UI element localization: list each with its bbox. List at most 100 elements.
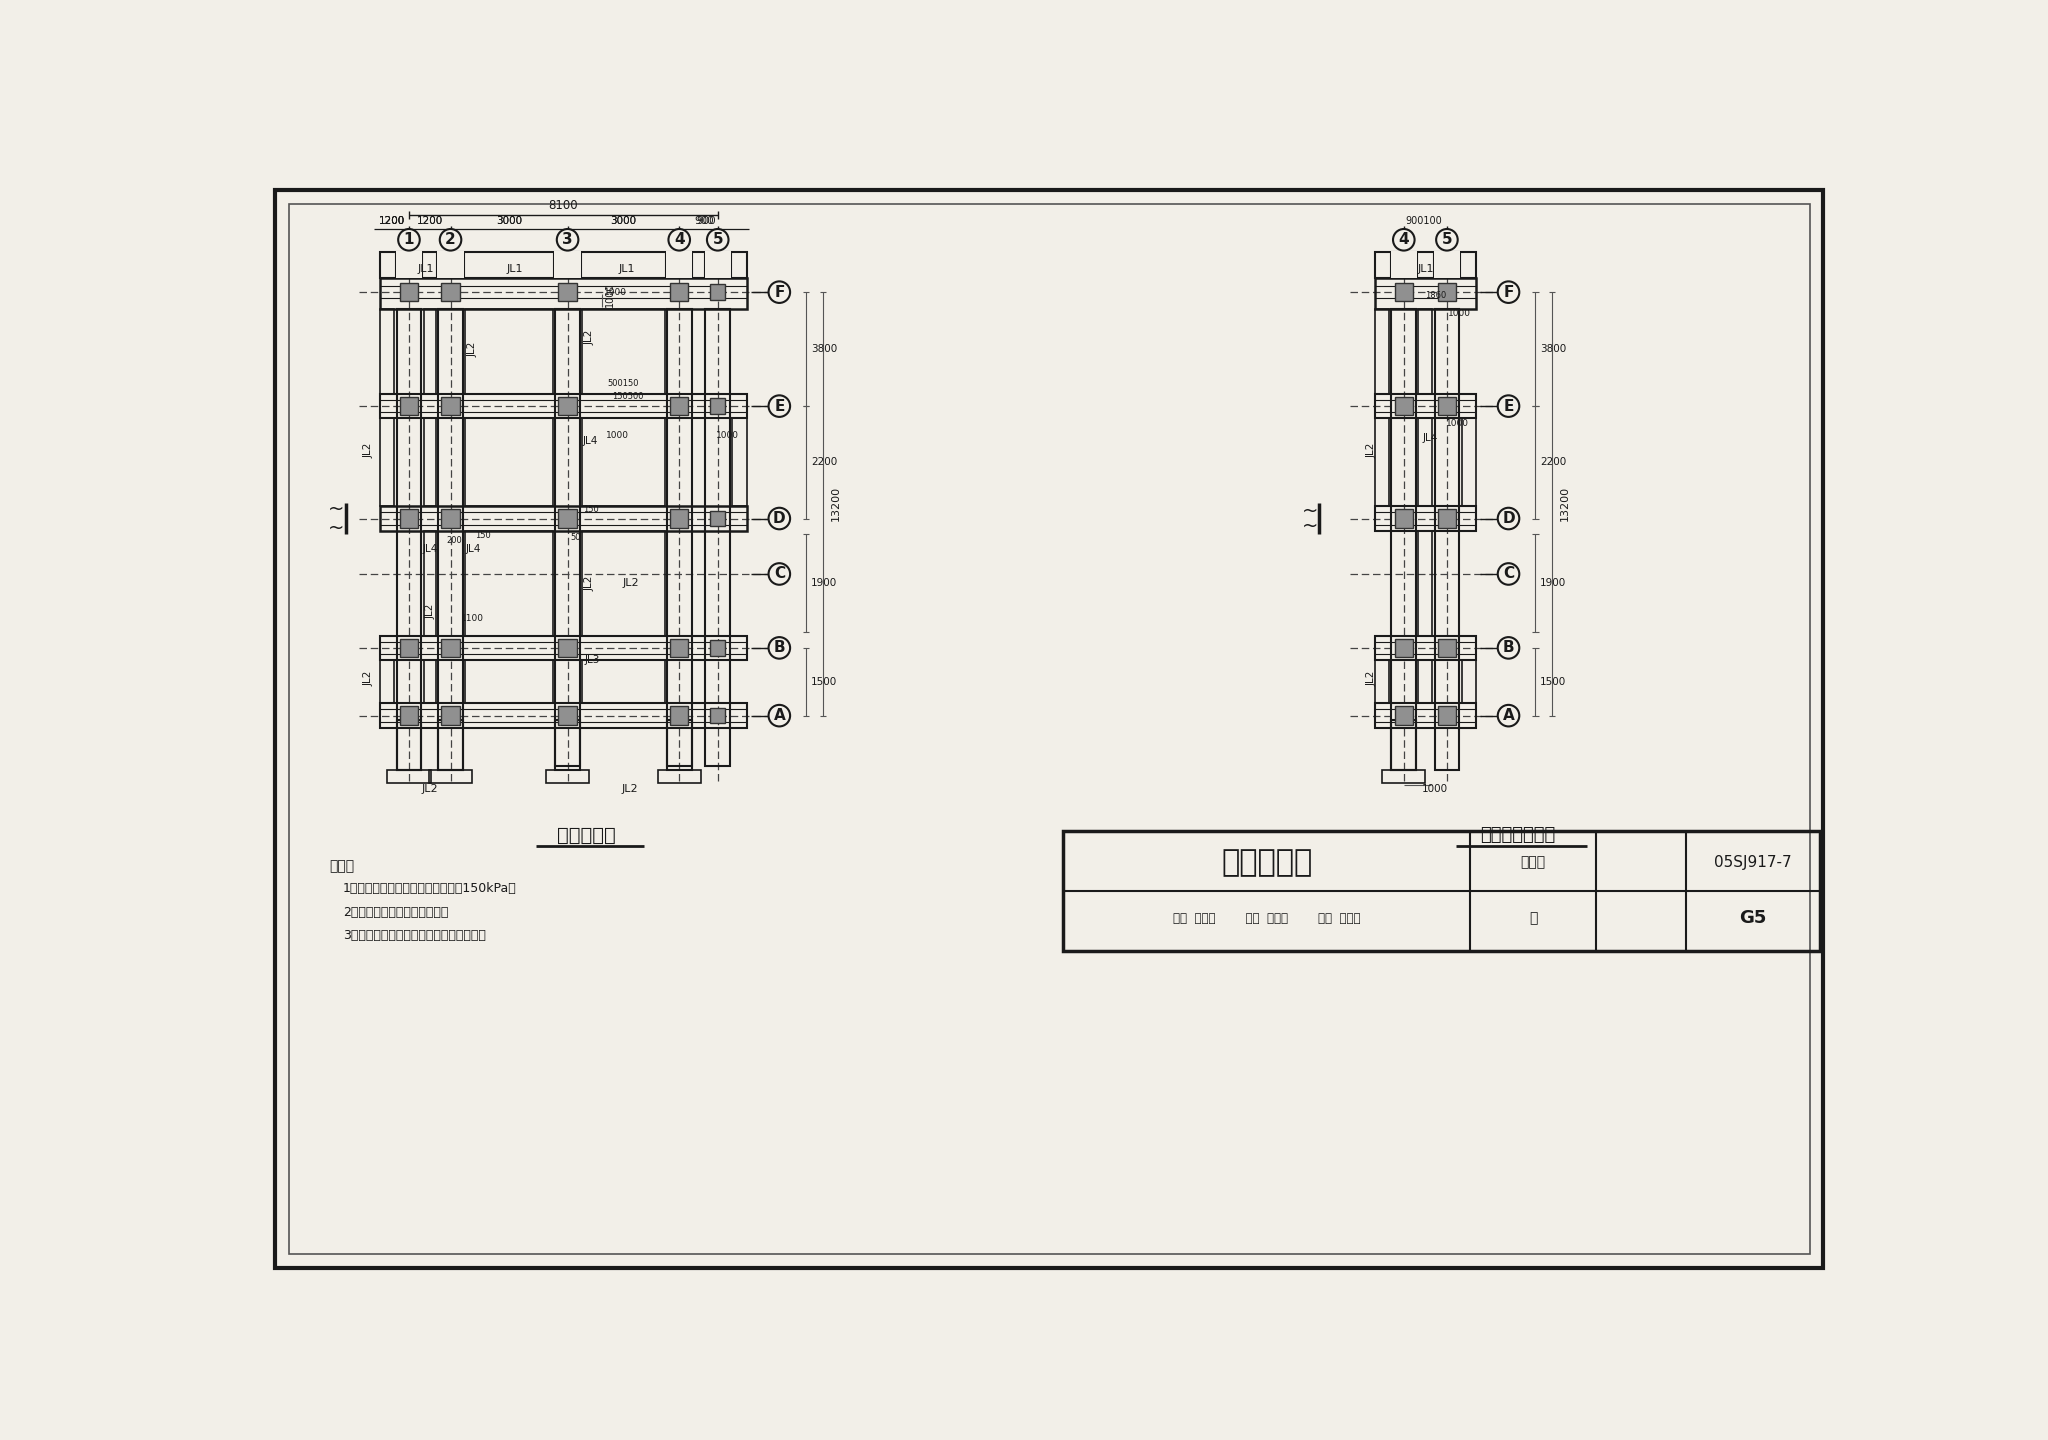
Text: JL4: JL4 bbox=[422, 544, 438, 554]
Bar bbox=[555, 720, 580, 769]
Bar bbox=[440, 707, 461, 724]
Text: D: D bbox=[772, 511, 786, 526]
Text: JL2: JL2 bbox=[584, 330, 594, 346]
Text: JL2: JL2 bbox=[426, 603, 436, 619]
Text: 13200: 13200 bbox=[831, 487, 842, 521]
Text: 图集号: 图集号 bbox=[1520, 855, 1546, 870]
Bar bbox=[1395, 707, 1413, 724]
Bar bbox=[1382, 769, 1425, 783]
Text: 1000: 1000 bbox=[1421, 783, 1448, 793]
Bar bbox=[705, 310, 729, 766]
Text: 2200: 2200 bbox=[811, 458, 838, 468]
Bar bbox=[399, 639, 418, 657]
Circle shape bbox=[1497, 704, 1520, 726]
Text: 150: 150 bbox=[584, 505, 598, 514]
Text: JL1: JL1 bbox=[508, 264, 524, 274]
Bar bbox=[397, 310, 422, 769]
Text: 150500: 150500 bbox=[612, 392, 643, 402]
Bar bbox=[559, 510, 578, 528]
Text: JL4: JL4 bbox=[584, 436, 598, 446]
Bar bbox=[1438, 639, 1456, 657]
Bar bbox=[440, 510, 461, 528]
Bar bbox=[711, 285, 725, 300]
Circle shape bbox=[768, 636, 791, 658]
Bar bbox=[1391, 720, 1415, 769]
Bar bbox=[670, 510, 688, 528]
Text: 3000: 3000 bbox=[496, 216, 522, 226]
Bar bbox=[559, 639, 578, 657]
Bar bbox=[711, 399, 725, 413]
Bar bbox=[379, 393, 748, 419]
Text: 1: 1 bbox=[403, 232, 414, 248]
Circle shape bbox=[440, 229, 461, 251]
Bar bbox=[424, 419, 436, 507]
Text: E: E bbox=[1503, 399, 1513, 413]
Text: 3000: 3000 bbox=[496, 216, 522, 226]
Bar bbox=[1374, 393, 1477, 419]
Text: 1000: 1000 bbox=[604, 284, 614, 308]
Bar bbox=[668, 720, 692, 769]
Bar bbox=[711, 511, 725, 526]
Bar bbox=[1438, 397, 1456, 415]
Text: 基础平面图: 基础平面图 bbox=[557, 825, 616, 844]
Bar bbox=[465, 531, 553, 635]
Bar bbox=[657, 769, 700, 783]
Text: F: F bbox=[1503, 285, 1513, 300]
Text: 900: 900 bbox=[696, 216, 717, 226]
Bar bbox=[1438, 282, 1456, 301]
Text: JL2: JL2 bbox=[621, 783, 637, 793]
Circle shape bbox=[768, 396, 791, 418]
Text: JL2: JL2 bbox=[1366, 670, 1376, 685]
Text: 1500: 1500 bbox=[1540, 677, 1567, 687]
Bar bbox=[670, 639, 688, 657]
Text: JL4: JL4 bbox=[1423, 433, 1438, 444]
Bar bbox=[379, 310, 395, 393]
Bar bbox=[1434, 310, 1460, 769]
Text: 1100: 1100 bbox=[461, 613, 483, 624]
Text: JL1: JL1 bbox=[1417, 264, 1434, 274]
Bar bbox=[666, 251, 692, 278]
Text: ~: ~ bbox=[328, 500, 344, 518]
Circle shape bbox=[768, 563, 791, 585]
Bar bbox=[395, 251, 422, 278]
Text: 1200: 1200 bbox=[379, 216, 406, 226]
Bar bbox=[670, 707, 688, 724]
Bar bbox=[733, 419, 748, 507]
Bar bbox=[379, 703, 748, 729]
Text: 13200: 13200 bbox=[1561, 487, 1571, 521]
Bar bbox=[379, 252, 748, 278]
Bar bbox=[440, 282, 461, 301]
Text: 50: 50 bbox=[569, 533, 580, 543]
Circle shape bbox=[768, 508, 791, 530]
Circle shape bbox=[768, 281, 791, 302]
Bar bbox=[379, 507, 748, 531]
Circle shape bbox=[668, 229, 690, 251]
Circle shape bbox=[768, 704, 791, 726]
Text: 900: 900 bbox=[694, 216, 715, 226]
Bar bbox=[668, 310, 692, 766]
Text: JL1: JL1 bbox=[618, 264, 635, 274]
Bar bbox=[379, 278, 748, 310]
Text: 1200: 1200 bbox=[379, 216, 406, 226]
Text: 1200: 1200 bbox=[416, 216, 442, 226]
Bar bbox=[1419, 660, 1432, 703]
Bar bbox=[582, 419, 666, 507]
Bar bbox=[670, 397, 688, 415]
Text: 1860: 1860 bbox=[1425, 291, 1446, 300]
Bar bbox=[399, 510, 418, 528]
Circle shape bbox=[1497, 281, 1520, 302]
Bar bbox=[1374, 507, 1477, 531]
Bar bbox=[1419, 310, 1432, 393]
Text: JL2: JL2 bbox=[584, 576, 594, 590]
Circle shape bbox=[1393, 229, 1415, 251]
Bar bbox=[1462, 419, 1477, 507]
Text: 1500: 1500 bbox=[811, 677, 838, 687]
Bar bbox=[438, 720, 463, 769]
Text: B: B bbox=[1503, 641, 1513, 655]
Bar bbox=[559, 397, 578, 415]
Bar bbox=[399, 707, 418, 724]
Bar bbox=[465, 419, 553, 507]
Bar bbox=[1395, 510, 1413, 528]
Bar bbox=[1391, 310, 1415, 769]
Bar bbox=[428, 769, 473, 783]
